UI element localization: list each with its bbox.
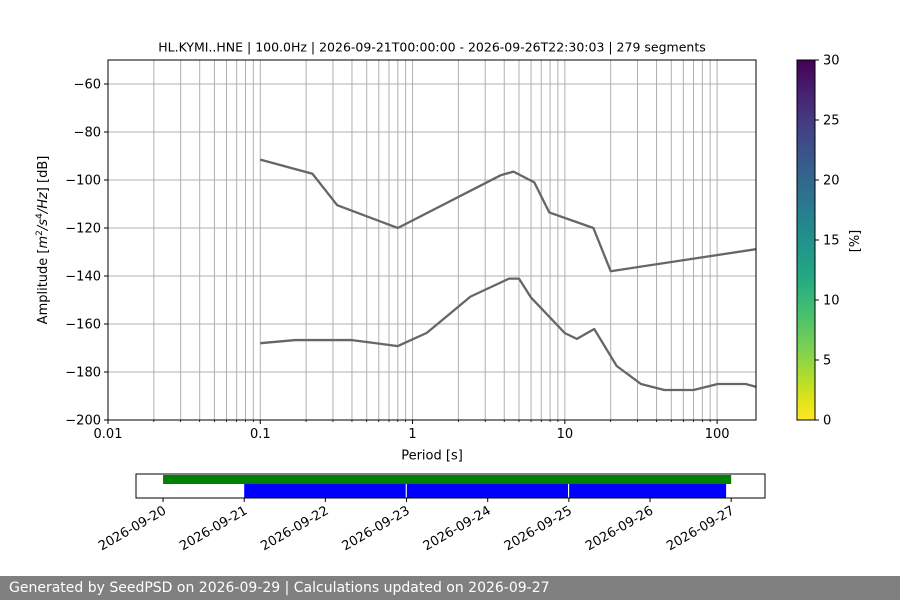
x-tick-label: 0.01 (94, 427, 123, 442)
noise-model-low-line (260, 277, 756, 392)
footer-text: Generated by SeedPSD on 2026-09-29 | Cal… (9, 580, 550, 596)
coverage-tick-label: 2026-09-23 (340, 503, 413, 554)
colorbar-ticks: 0 5 10 15 20 25 30 (815, 54, 840, 429)
x-axis-label: Period [s] (401, 449, 463, 464)
y-axis-label-part: s (36, 219, 51, 226)
y-axis-label-part: / (36, 224, 51, 231)
plot-frame (107, 59, 757, 421)
colorbar-gradient (796, 59, 816, 421)
coverage-segment-bar (569, 484, 727, 498)
x-tick-label: 1 (408, 427, 416, 442)
colorbar-tick-label: 15 (823, 234, 840, 249)
y-axis-label-part: /Hz (36, 191, 51, 214)
coverage-tick-label: 2026-09-21 (177, 503, 250, 554)
coverage-segment-bar (244, 484, 406, 498)
y-tick-label: −120 (65, 222, 101, 237)
y-tick-label: −200 (65, 414, 101, 429)
y-axis-label-part: m (36, 236, 51, 249)
colorbar-tick-label: 20 (823, 174, 840, 189)
plot-background (108, 60, 756, 420)
chart-title: HL.KYMI..HNE | 100.0Hz | 2026-09-21T00:0… (158, 40, 705, 55)
y-axis-label: Amplitude [m2/s4/Hz] [dB] (35, 156, 51, 325)
y-tick-label: −160 (65, 318, 101, 333)
coverage-tick-label: 2026-09-22 (258, 503, 331, 554)
colorbar-tick-label: 5 (823, 354, 831, 369)
x-axis-ticks: 0.01 0.1 1 10 100 (94, 420, 730, 442)
plot-area: 0.01 0.1 1 10 100 −60 −80 −100 −120 −140 −160 −180… (65, 59, 757, 442)
y-axis-label-part: 2 (35, 230, 45, 236)
noise-model-high-line (259, 158, 756, 273)
y-tick-label: −80 (74, 126, 101, 141)
coverage-frame (135, 473, 766, 499)
noise-model-curves (259, 158, 756, 392)
y-axis-label-part: Amplitude [ (36, 249, 51, 325)
y-axis-ticks: −60 −80 −100 −120 −140 −160 −180 −200 (65, 78, 108, 429)
data-coverage-strip: 2026-09-20 2026-09-21 2026-09-22 2026-09-23… (96, 473, 766, 554)
coverage-data-bar (163, 475, 732, 484)
x-tick-label: 0.1 (250, 427, 271, 442)
coverage-tick-label: 2026-09-24 (421, 503, 494, 554)
colorbar: 0 5 10 15 20 25 30 [%] (796, 54, 863, 429)
y-tick-label: −140 (65, 270, 101, 285)
coverage-tick-label: 2026-09-26 (583, 503, 656, 554)
x-tick-label: 10 (557, 427, 574, 442)
colorbar-tick-label: 10 (823, 294, 840, 309)
y-tick-label: −180 (65, 366, 101, 381)
coverage-bars (163, 475, 732, 498)
colorbar-tick-label: 25 (823, 114, 840, 129)
coverage-tick-label: 2026-09-20 (96, 503, 169, 554)
colorbar-tick-label: 0 (823, 414, 831, 429)
coverage-segment-bar (406, 484, 569, 498)
y-tick-label: −60 (74, 78, 101, 93)
colorbar-tick-label: 30 (823, 54, 840, 69)
y-axis-label-part: ] [dB] (36, 156, 51, 193)
y-tick-label: −100 (65, 174, 101, 189)
footer-bar: Generated by SeedPSD on 2026-09-29 | Cal… (0, 576, 900, 600)
coverage-date-ticks: 2026-09-20 2026-09-21 2026-09-22 2026-09-23… (96, 498, 737, 554)
coverage-tick-label: 2026-09-25 (502, 503, 575, 554)
colorbar-label: [%] (848, 230, 863, 253)
y-axis-label-part: 4 (35, 213, 45, 219)
coverage-tick-label: 2026-09-27 (664, 503, 737, 554)
x-tick-label: 100 (705, 427, 730, 442)
